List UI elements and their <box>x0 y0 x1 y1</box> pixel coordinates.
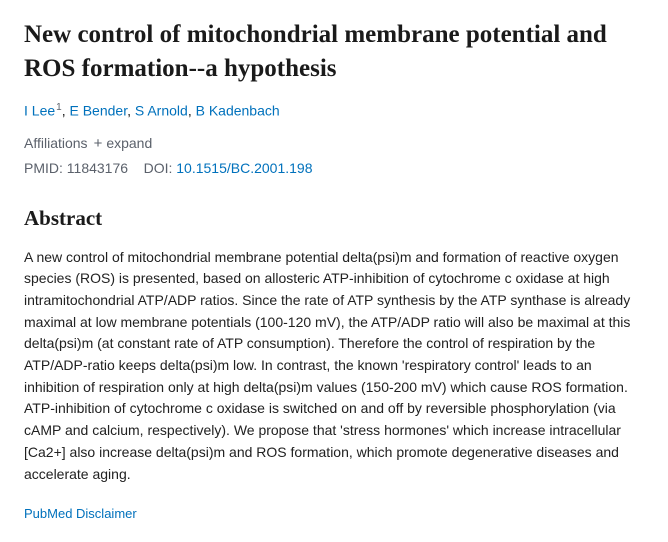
author-link[interactable]: B Kadenbach <box>196 102 280 118</box>
author-link[interactable]: S Arnold <box>135 102 188 118</box>
doi-link[interactable]: 10.1515/BC.2001.198 <box>176 160 312 176</box>
identifiers-row: PMID: 11843176 DOI: 10.1515/BC.2001.198 <box>24 158 644 179</box>
abstract-body: A new control of mitochondrial membrane … <box>24 247 644 486</box>
article-title: New control of mitochondrial membrane po… <box>24 18 644 86</box>
pubmed-disclaimer-link[interactable]: PubMed Disclaimer <box>24 506 137 521</box>
affiliations-label: Affiliations <box>24 133 88 154</box>
plus-icon: + <box>94 136 103 151</box>
pmid-value: 11843176 <box>67 160 128 176</box>
author-link[interactable]: E Bender <box>69 102 127 118</box>
author-separator: , <box>188 102 196 118</box>
abstract-heading: Abstract <box>24 203 644 235</box>
doi-label: DOI: <box>144 160 173 176</box>
expand-label: expand <box>106 133 152 154</box>
affiliations-row: Affiliations + expand <box>24 133 644 154</box>
author-link[interactable]: I Lee <box>24 102 55 118</box>
pmid-label: PMID: <box>24 160 63 176</box>
author-separator: , <box>127 102 135 118</box>
author-list: I Lee1, E Bender, S Arnold, B Kadenbach <box>24 100 644 122</box>
expand-button[interactable]: + expand <box>94 133 153 154</box>
